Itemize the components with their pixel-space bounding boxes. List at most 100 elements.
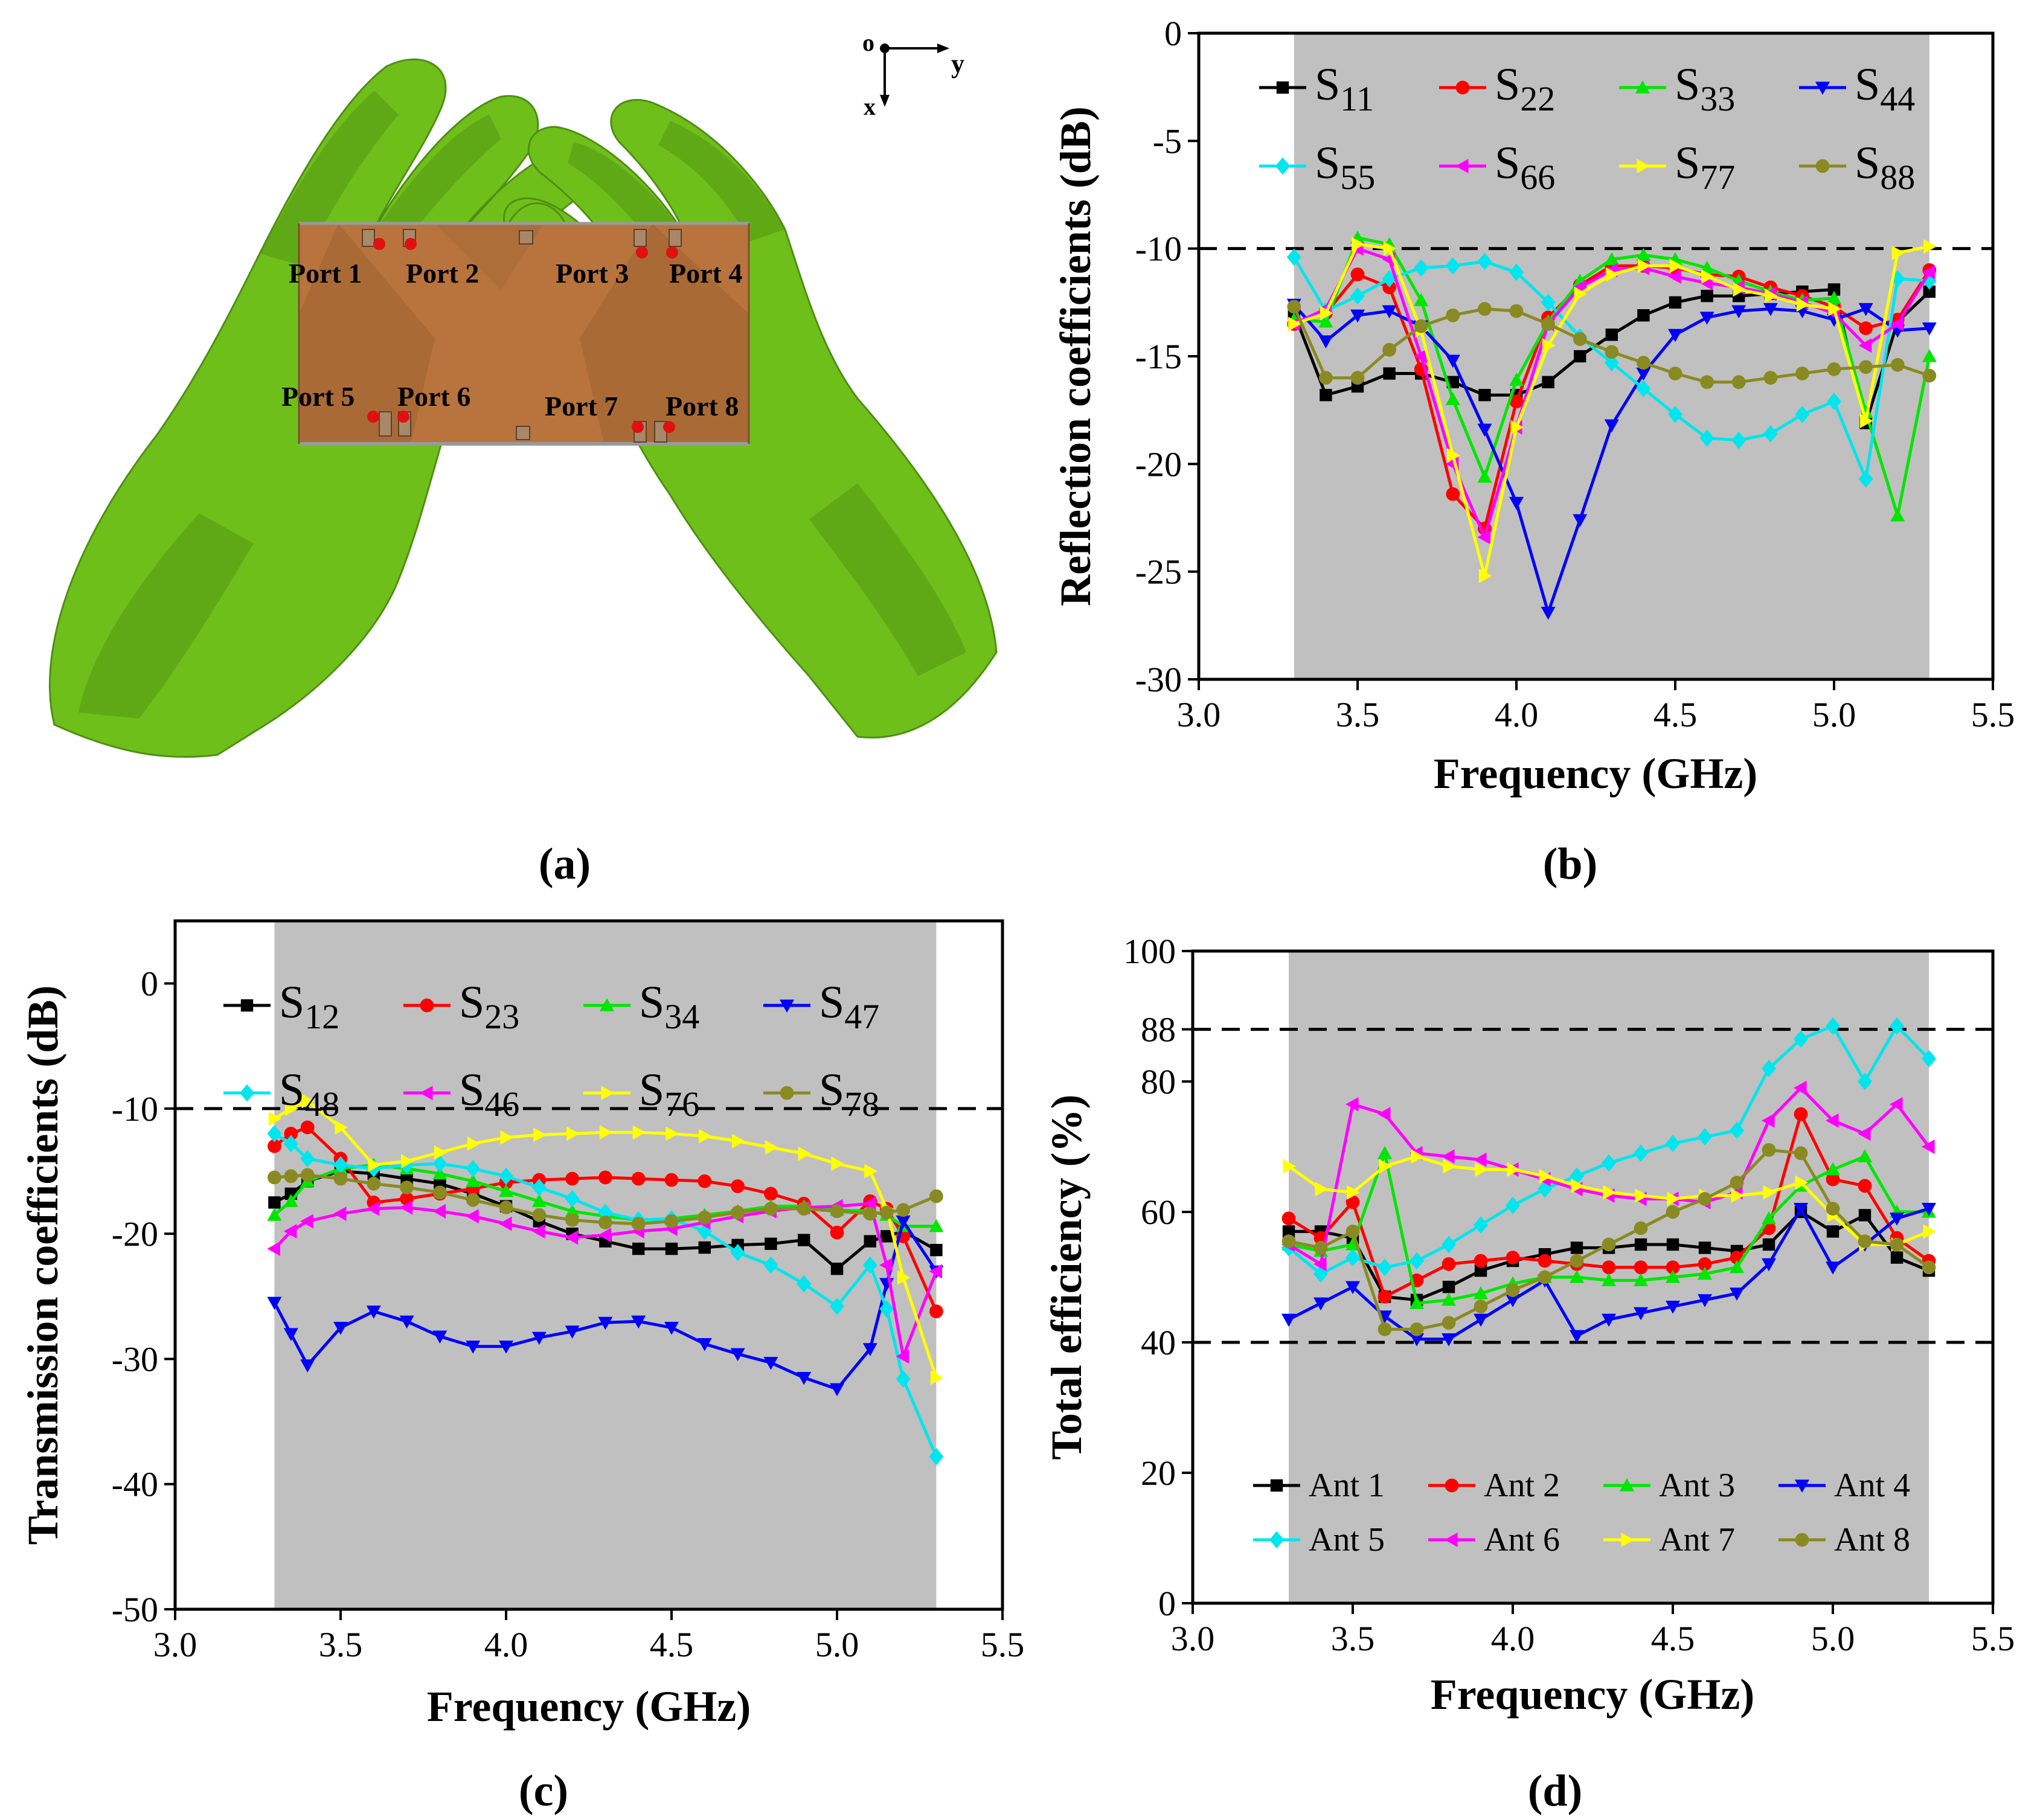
b-series-3-point <box>1445 354 1460 368</box>
b-series-0-point <box>1669 296 1682 309</box>
d-series-0-point <box>1282 1225 1295 1238</box>
b-legend-item-1: S22 <box>1439 59 1555 118</box>
d-y-tick-label: 100 <box>1123 932 1176 971</box>
c-series-5-point <box>399 1200 413 1215</box>
b-legend-label-base: S <box>1495 138 1520 188</box>
b-series-2-point <box>1445 392 1460 405</box>
b-legend-item-7: S88 <box>1799 138 1915 197</box>
c-legend-label: S46 <box>459 1065 519 1124</box>
c-series-7-point <box>764 1202 778 1216</box>
c-series-2-point <box>466 1174 481 1187</box>
d-series-3-point <box>1442 1333 1456 1347</box>
c-series-7-point <box>499 1200 513 1215</box>
b-x-tick-label: 4.5 <box>1653 695 1698 734</box>
c-series-6-point <box>864 1164 877 1179</box>
c-series-6-point <box>732 1133 745 1149</box>
c-legend-label-base: S <box>819 977 844 1028</box>
d-series-7-point <box>1602 1237 1616 1252</box>
c-x-tick-label: 5.5 <box>981 1625 1025 1664</box>
d-series-4-point <box>1922 1049 1936 1068</box>
d-y-tick-label: 40 <box>1141 1323 1176 1362</box>
d-series-6-point <box>1347 1185 1360 1200</box>
b-series-7-point <box>1859 360 1873 374</box>
d-series-7-point <box>1378 1322 1392 1336</box>
b-y-tick-label: -5 <box>1153 121 1182 161</box>
b-series-2-point <box>1922 349 1937 362</box>
d-x-tick-label: 3.0 <box>1171 1619 1215 1658</box>
d-legend-label: Ant 4 <box>1834 1467 1910 1504</box>
b-y-tick-label: -15 <box>1135 337 1182 376</box>
d-legend-marker <box>1795 1479 1809 1493</box>
b-legend-label: S66 <box>1495 138 1555 197</box>
b-legend-label-base: S <box>1315 138 1340 188</box>
c-series-0-point <box>830 1263 844 1275</box>
b-series-6-point <box>1828 301 1841 316</box>
c-series-6-point <box>500 1130 513 1145</box>
d-legend-label: Ant 3 <box>1659 1467 1735 1504</box>
d-y-axis-label: Total efficiency (%) <box>1042 1094 1091 1460</box>
d-series-4-point <box>1762 1060 1776 1077</box>
d-legend-item-2: Ant 3 <box>1603 1467 1735 1504</box>
c-series-4-point <box>879 1300 894 1318</box>
d-x-tick-label: 4.0 <box>1491 1619 1535 1658</box>
d-series-2-point <box>1570 1270 1584 1283</box>
b-series-1-point <box>1509 394 1524 409</box>
c-series-3-point <box>366 1306 381 1319</box>
b-series-6-point <box>1637 258 1651 274</box>
d-series-1-point <box>1826 1172 1840 1187</box>
c-series-4-point <box>697 1222 712 1240</box>
b-series-7-point <box>1509 304 1524 318</box>
c-series-6-point <box>368 1158 381 1173</box>
c-series-1-point <box>929 1304 943 1319</box>
b-legend-marker <box>1815 82 1830 95</box>
b-series-3-point <box>1604 419 1619 433</box>
c-series-3-point <box>399 1315 414 1329</box>
c-series-4-point <box>598 1203 613 1222</box>
d-series-7-point <box>1666 1205 1680 1219</box>
d-series-4-point <box>1442 1235 1456 1254</box>
d-series-1-point <box>1666 1260 1680 1275</box>
c-series-7-point <box>664 1214 679 1228</box>
c-legend-marker <box>420 1086 433 1100</box>
b-series-4-point <box>1477 252 1492 271</box>
d-series-4-point <box>1346 1249 1360 1266</box>
b-series-4-point <box>1699 429 1714 447</box>
d-legend-marker <box>1270 1479 1283 1492</box>
c-series-7-point <box>830 1204 844 1219</box>
b-series-4-point <box>1827 393 1841 411</box>
c-series-7-point <box>300 1168 315 1182</box>
c-series-7-point <box>598 1216 612 1229</box>
c-legend-label-base: S <box>279 977 304 1028</box>
d-series-0-point <box>1474 1264 1487 1277</box>
b-series-2-point <box>1890 508 1905 522</box>
d-series-4-point <box>1890 1017 1904 1035</box>
b-series-3-point <box>1477 423 1492 437</box>
d-series-1-point <box>1474 1254 1488 1268</box>
d-series-1-point <box>1346 1195 1360 1210</box>
b-series-5-point <box>1890 316 1904 332</box>
b-series-7-point <box>1890 357 1905 372</box>
d-series-4-point <box>1378 1258 1392 1277</box>
c-series-6-point <box>467 1136 481 1151</box>
b-series-7-point <box>1668 367 1682 380</box>
b-legend-label: S55 <box>1315 138 1375 197</box>
c-series-4-point <box>862 1256 877 1274</box>
b-series-7-point <box>1700 375 1714 389</box>
d-series-7-point <box>1346 1225 1360 1238</box>
c-series-7-point <box>268 1170 281 1185</box>
d-series-7-point <box>1826 1202 1840 1216</box>
b-legend-label: S33 <box>1675 59 1735 118</box>
b-series-6-point <box>1447 448 1460 463</box>
c-series-3-point <box>598 1316 613 1330</box>
d-series-6-point <box>1411 1149 1424 1164</box>
d-legend-item-4: Ant 5 <box>1253 1521 1385 1559</box>
c-y-tick-label: -20 <box>112 1214 158 1254</box>
c-legend-marker <box>780 999 794 1013</box>
d-series-0-point <box>1826 1225 1840 1238</box>
d-legend-item-3: Ant 4 <box>1779 1467 1910 1504</box>
b-legend-marker <box>1276 81 1289 94</box>
d-series-2-point <box>1474 1286 1488 1299</box>
c-legend-label-base: S <box>819 1065 844 1115</box>
d-series-1-point <box>1634 1260 1648 1275</box>
